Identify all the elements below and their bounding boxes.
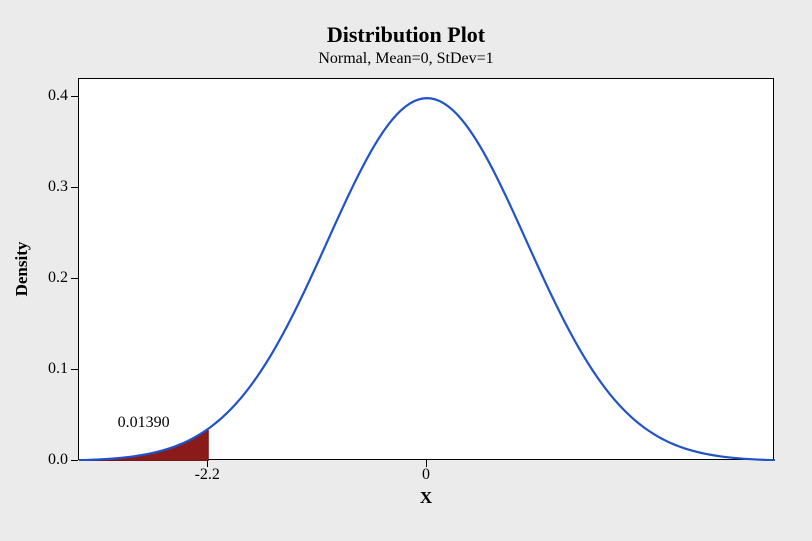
x-tick-label: -2.2: [195, 466, 220, 484]
x-tick-mark: [426, 460, 427, 467]
chart-container: Distribution Plot Normal, Mean=0, StDev=…: [0, 0, 812, 541]
y-tick-mark: [71, 278, 78, 279]
y-tick-mark: [71, 96, 78, 97]
y-tick-label: 0.1: [28, 360, 68, 378]
chart-title: Distribution Plot: [0, 22, 812, 48]
y-tick-mark: [71, 187, 78, 188]
density-curve: [79, 98, 775, 460]
x-tick-mark: [207, 460, 208, 467]
y-tick-label: 0.2: [28, 269, 68, 287]
y-tick-label: 0.3: [28, 178, 68, 196]
probability-annotation: 0.01390: [118, 414, 170, 432]
chart-subtitle: Normal, Mean=0, StDev=1: [0, 50, 812, 68]
y-tick-mark: [71, 369, 78, 370]
y-tick-mark: [71, 460, 78, 461]
y-tick-label: 0.0: [28, 451, 68, 469]
shaded-region: [79, 429, 208, 461]
x-tick-label: 0: [422, 466, 430, 484]
plot-svg: [79, 79, 775, 461]
plot-area: [78, 78, 774, 460]
x-axis-label: X: [420, 488, 432, 508]
y-tick-label: 0.4: [28, 87, 68, 105]
